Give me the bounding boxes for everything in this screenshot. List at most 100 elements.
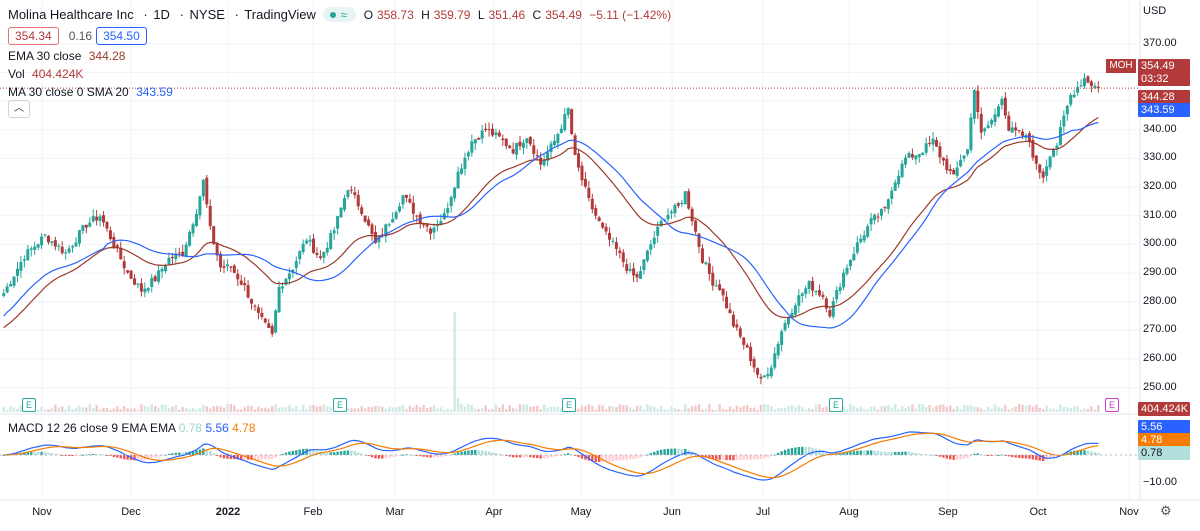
volume-bar xyxy=(222,407,226,412)
volume-bar xyxy=(980,408,983,412)
volume-bar xyxy=(735,405,739,412)
volume-bar xyxy=(2,406,5,412)
volume-bar xyxy=(594,409,597,412)
volume-bar xyxy=(825,406,828,412)
ma-legend[interactable]: MA 30 close 0 SMA 20 343.59 xyxy=(8,85,177,99)
macd-hist-bar xyxy=(346,450,350,455)
symbol-legend[interactable]: Molina Healthcare Inc · 1D · NYSE · Trad… xyxy=(8,7,679,22)
candle-body xyxy=(394,212,398,219)
macd-hist-bar xyxy=(226,455,229,459)
candle-body xyxy=(136,283,140,285)
legend-toggle[interactable]: ︿ xyxy=(8,100,34,118)
candle-body xyxy=(501,138,505,140)
candle-body xyxy=(532,145,536,154)
candle-body xyxy=(5,286,9,293)
macd-hist-bar xyxy=(1048,455,1052,460)
candle-body xyxy=(638,271,642,279)
candle-body xyxy=(57,245,61,247)
volume-bar xyxy=(1052,408,1055,412)
macd-hist-bar xyxy=(367,455,370,457)
open-value: 358.73 xyxy=(377,8,414,22)
candle-body xyxy=(26,249,30,261)
candle-body xyxy=(749,346,753,362)
macd-hist-bar xyxy=(439,455,443,457)
candle-body xyxy=(521,142,525,148)
volume-bar xyxy=(622,405,625,412)
macd-hist-bar xyxy=(811,447,814,455)
volume-bar xyxy=(608,406,611,412)
volume-bar xyxy=(67,405,71,412)
macd-hist-bar xyxy=(30,451,33,455)
candle-body xyxy=(380,234,384,236)
volume-bar xyxy=(312,404,315,412)
volume-bar xyxy=(308,405,312,412)
macd-hist-bar xyxy=(136,455,140,461)
data-delay-icon: ≈ xyxy=(340,8,348,22)
candle-body xyxy=(914,155,918,160)
macd-hist-bar xyxy=(807,446,811,455)
volume-bar xyxy=(659,405,663,412)
volume-bar xyxy=(436,408,439,412)
candle-body xyxy=(546,152,550,161)
candle-body xyxy=(315,252,319,255)
macd-hist-bar xyxy=(219,455,222,458)
candle-body xyxy=(291,269,295,273)
candle-body xyxy=(621,252,625,263)
candle-body xyxy=(869,218,873,225)
volume-bar xyxy=(680,409,683,412)
macd-hist-bar xyxy=(904,451,907,455)
volume-bar xyxy=(718,404,721,412)
candle-body xyxy=(718,284,722,291)
candle-body xyxy=(53,240,57,247)
volume-bar xyxy=(635,405,639,412)
candle-body xyxy=(979,113,983,133)
buy-price-button[interactable]: 354.50 xyxy=(96,27,147,45)
symbol-title[interactable]: Molina Healthcare Inc xyxy=(8,7,134,22)
volume-bar xyxy=(1000,407,1004,412)
volume-bar xyxy=(64,409,67,412)
sell-price-button[interactable]: 354.34 xyxy=(8,27,59,45)
market-status-badge[interactable]: ≈ xyxy=(323,7,357,22)
macd-hist-bar xyxy=(147,455,150,460)
candle-body xyxy=(91,216,95,222)
volume-bar xyxy=(818,404,821,412)
candle-body xyxy=(938,146,942,158)
candle-body xyxy=(1083,78,1087,87)
macd-hist-bar xyxy=(357,452,360,455)
volume-bar xyxy=(322,404,326,412)
volume-bar xyxy=(1048,409,1052,412)
candle-body xyxy=(318,256,322,258)
volume-bar xyxy=(229,404,233,412)
volume-bar xyxy=(122,406,126,412)
candle-body xyxy=(780,331,784,345)
macd-hist-bar xyxy=(40,451,43,455)
macd-hist-bar xyxy=(680,448,683,455)
candle-body xyxy=(401,195,405,205)
volume-bar xyxy=(973,406,976,412)
volume-bar xyxy=(532,406,535,412)
volume-bar xyxy=(745,404,749,412)
candle-body xyxy=(222,266,226,268)
macd-hist-bar xyxy=(1028,455,1031,459)
volume-bar xyxy=(663,409,666,412)
macd-hist-bar xyxy=(794,447,797,455)
candle-body xyxy=(46,235,50,243)
macd-hist-bar xyxy=(284,452,288,455)
macd-hist-bar xyxy=(43,451,47,455)
macd-hist-bar xyxy=(480,450,484,455)
volume-bar xyxy=(880,406,883,412)
macd-hist-bar xyxy=(260,455,264,460)
volume-bar xyxy=(732,408,735,412)
volume-bar xyxy=(9,406,12,412)
ema-legend[interactable]: EMA 30 close 344.28 xyxy=(8,49,129,63)
candle-body xyxy=(60,246,64,254)
volume-legend[interactable]: Vol 404.424K xyxy=(8,67,87,81)
candle-body xyxy=(976,90,980,113)
candle-body xyxy=(133,278,137,285)
interval-label[interactable]: 1D xyxy=(153,7,170,22)
macd-hist-bar xyxy=(491,452,494,455)
candle-body xyxy=(40,236,44,246)
candle-body xyxy=(952,169,956,175)
chevron-up-icon[interactable]: ︿ xyxy=(8,100,30,118)
